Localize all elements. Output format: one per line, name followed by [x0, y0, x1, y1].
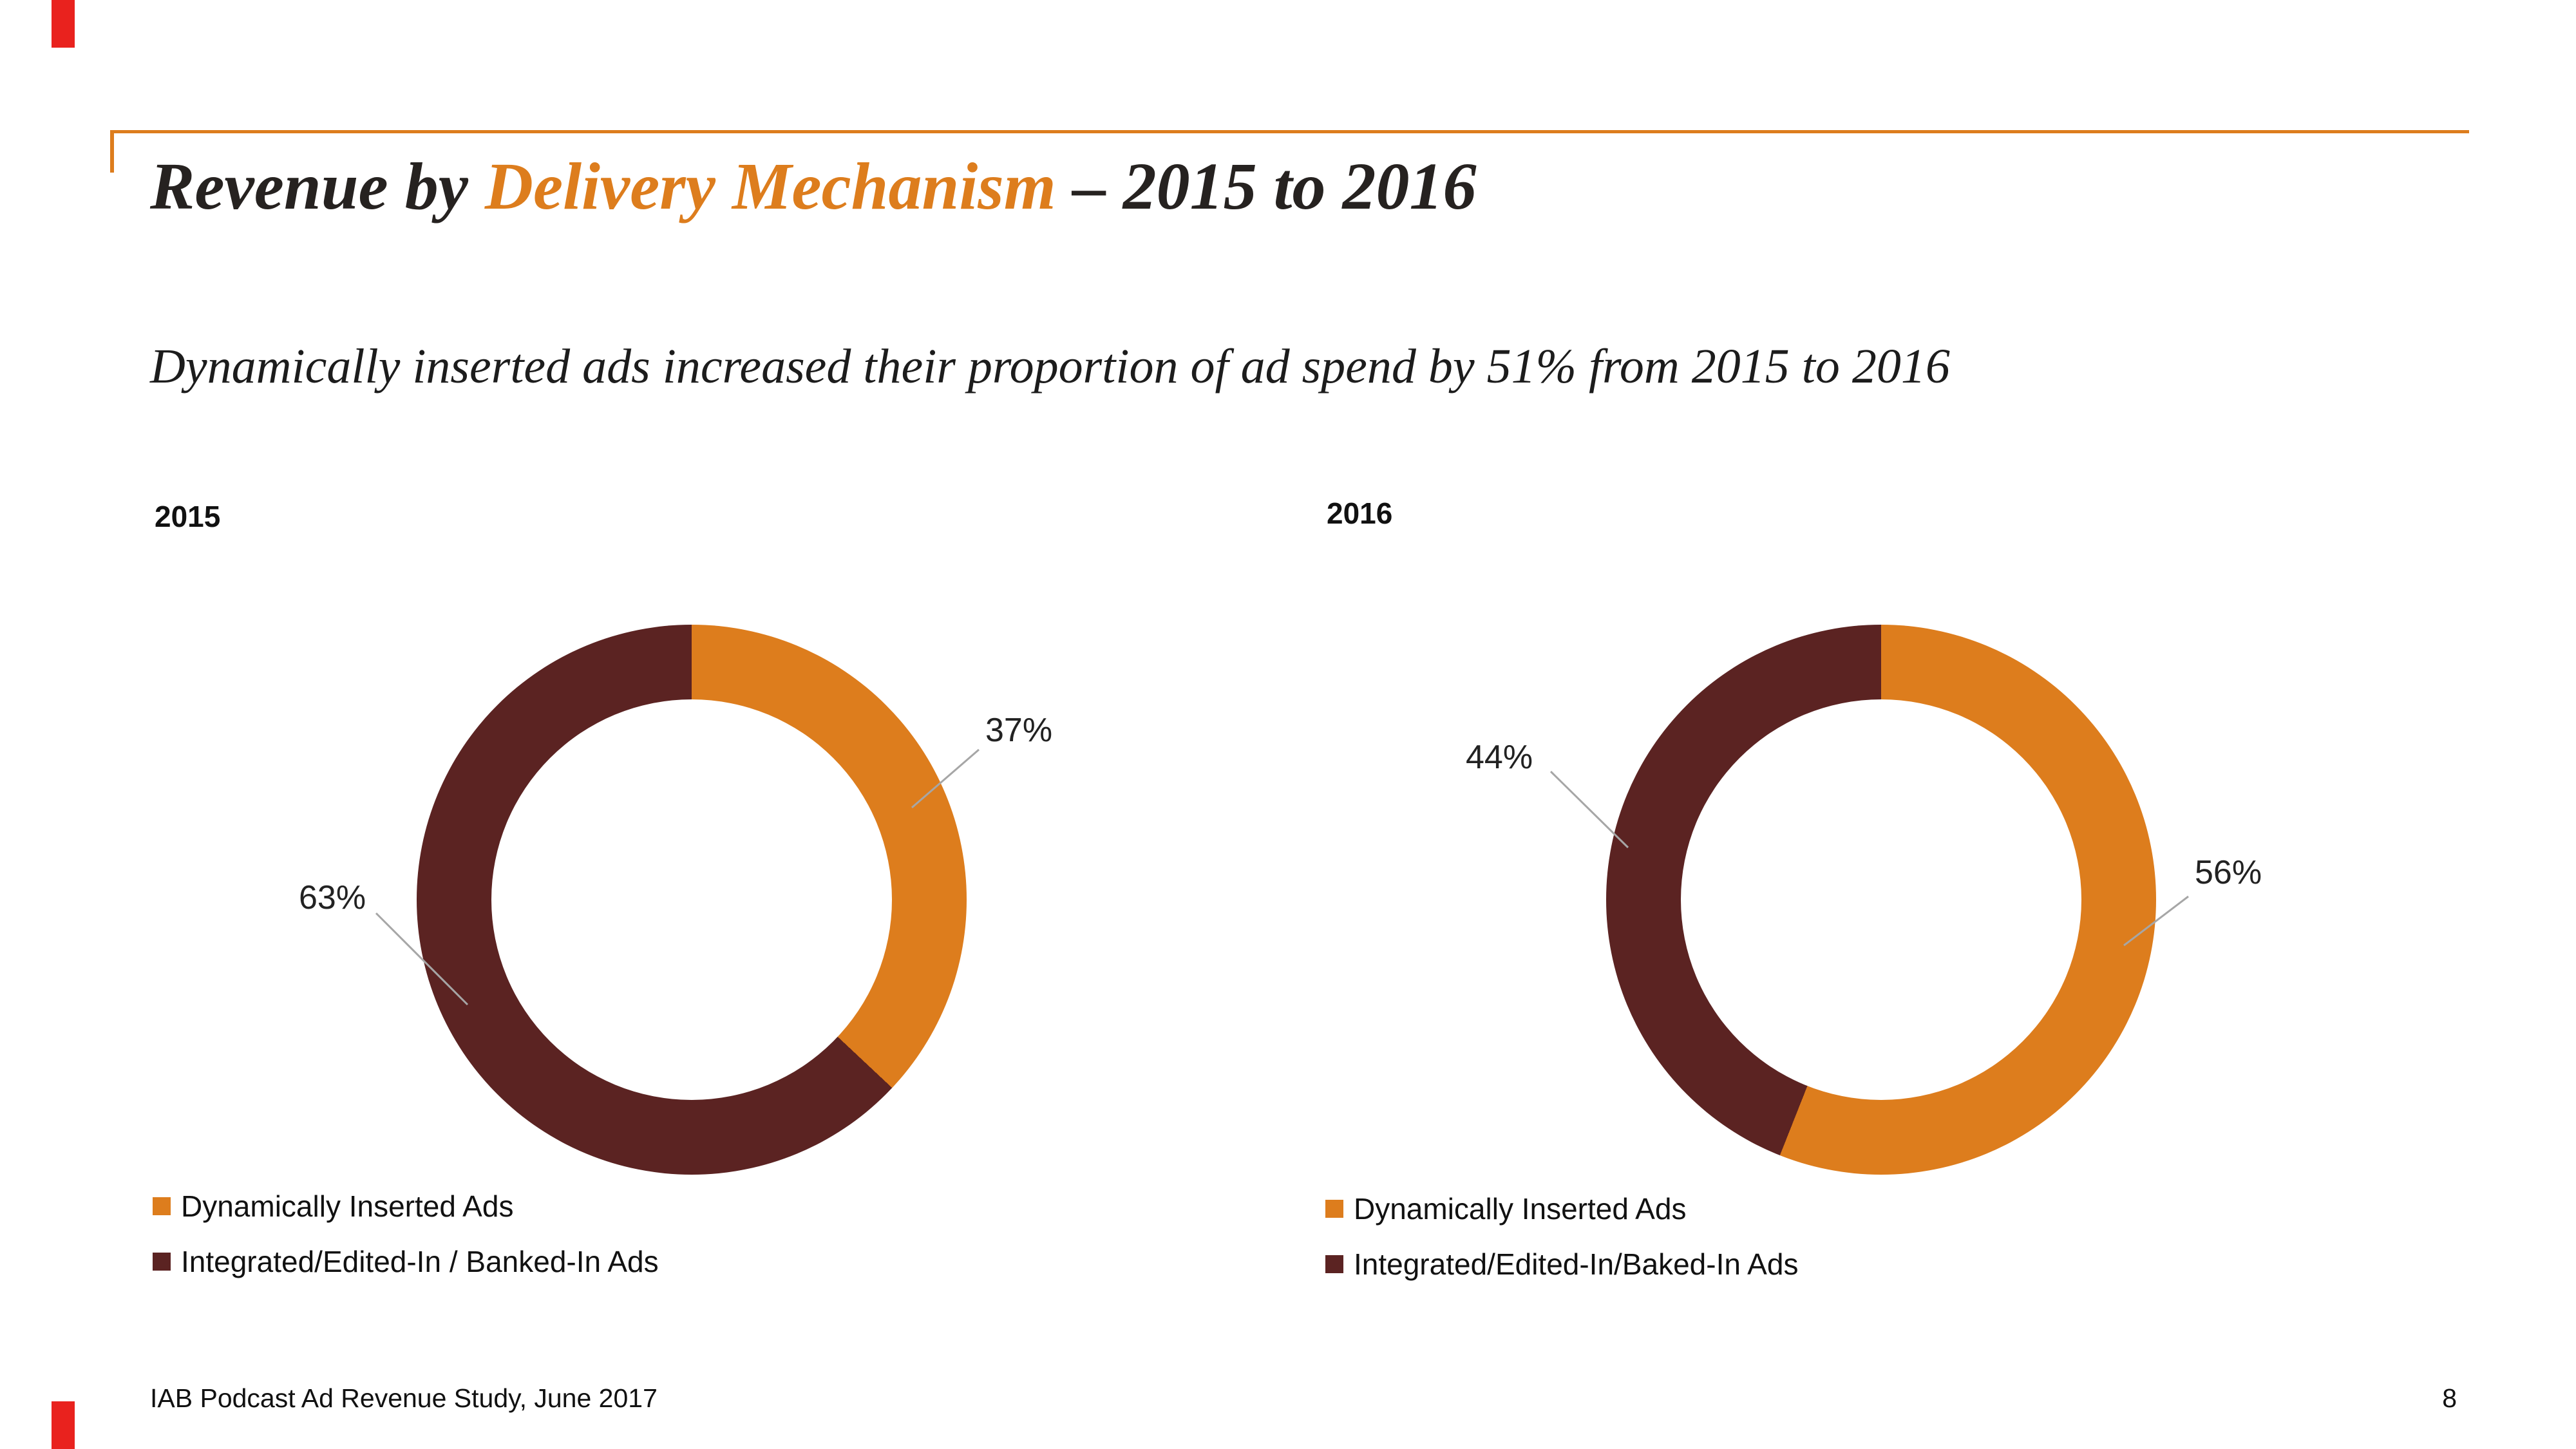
- legend-swatch-orange: [1325, 1200, 1343, 1218]
- legend-label: Integrated/Edited-In / Banked-In Ads: [181, 1245, 659, 1278]
- slide-title: Revenue by Delivery Mechanism – 2015 to …: [150, 147, 1477, 227]
- title-highlight: Delivery Mechanism: [484, 149, 1056, 223]
- legend-item-2016-dynamic: Dynamically Inserted Ads: [1325, 1181, 1798, 1236]
- legend-item-2015-dynamic: Dynamically Inserted Ads: [153, 1179, 659, 1234]
- legend-swatch-maroon: [153, 1253, 171, 1271]
- legend-swatch-orange: [153, 1197, 171, 1215]
- slide-subtitle: Dynamically inserted ads increased their…: [150, 339, 1950, 393]
- callout-2016-integrated: 44%: [1466, 739, 1533, 776]
- callout-2015-integrated: 63%: [299, 879, 366, 916]
- legend-item-2016-integrated: Integrated/Edited-In/Baked-In Ads: [1325, 1236, 1798, 1292]
- legend-label: Integrated/Edited-In/Baked-In Ads: [1354, 1247, 1799, 1281]
- footer-source: IAB Podcast Ad Revenue Study, June 2017: [150, 1383, 658, 1413]
- title-suffix: – 2015 to 2016: [1056, 149, 1477, 223]
- page-number: 8: [2442, 1383, 2457, 1413]
- red-accent-top: [52, 0, 75, 48]
- callout-2016-dynamic: 56%: [2195, 854, 2262, 891]
- callout-2015-dynamic: 37%: [985, 712, 1053, 749]
- title-rule: [110, 130, 2469, 133]
- legend-label: Dynamically Inserted Ads: [181, 1189, 514, 1223]
- title-rule-stub: [110, 130, 114, 173]
- legend-2015: Dynamically Inserted Ads Integrated/Edit…: [153, 1179, 659, 1289]
- donut-chart-2016: [1606, 625, 2156, 1175]
- legend-item-2015-integrated: Integrated/Edited-In / Banked-In Ads: [153, 1234, 659, 1289]
- legend-2016: Dynamically Inserted Ads Integrated/Edit…: [1325, 1181, 1798, 1292]
- donut-chart-2015: [417, 625, 967, 1175]
- chart-title-2015: 2015: [155, 500, 221, 533]
- donut-hole-2016: [1681, 699, 2081, 1100]
- legend-swatch-maroon: [1325, 1255, 1343, 1273]
- chart-title-2016: 2016: [1327, 497, 1393, 530]
- donut-hole-2015: [491, 699, 892, 1100]
- title-prefix: Revenue by: [150, 149, 485, 223]
- red-accent-bottom: [52, 1401, 75, 1449]
- legend-label: Dynamically Inserted Ads: [1354, 1192, 1687, 1226]
